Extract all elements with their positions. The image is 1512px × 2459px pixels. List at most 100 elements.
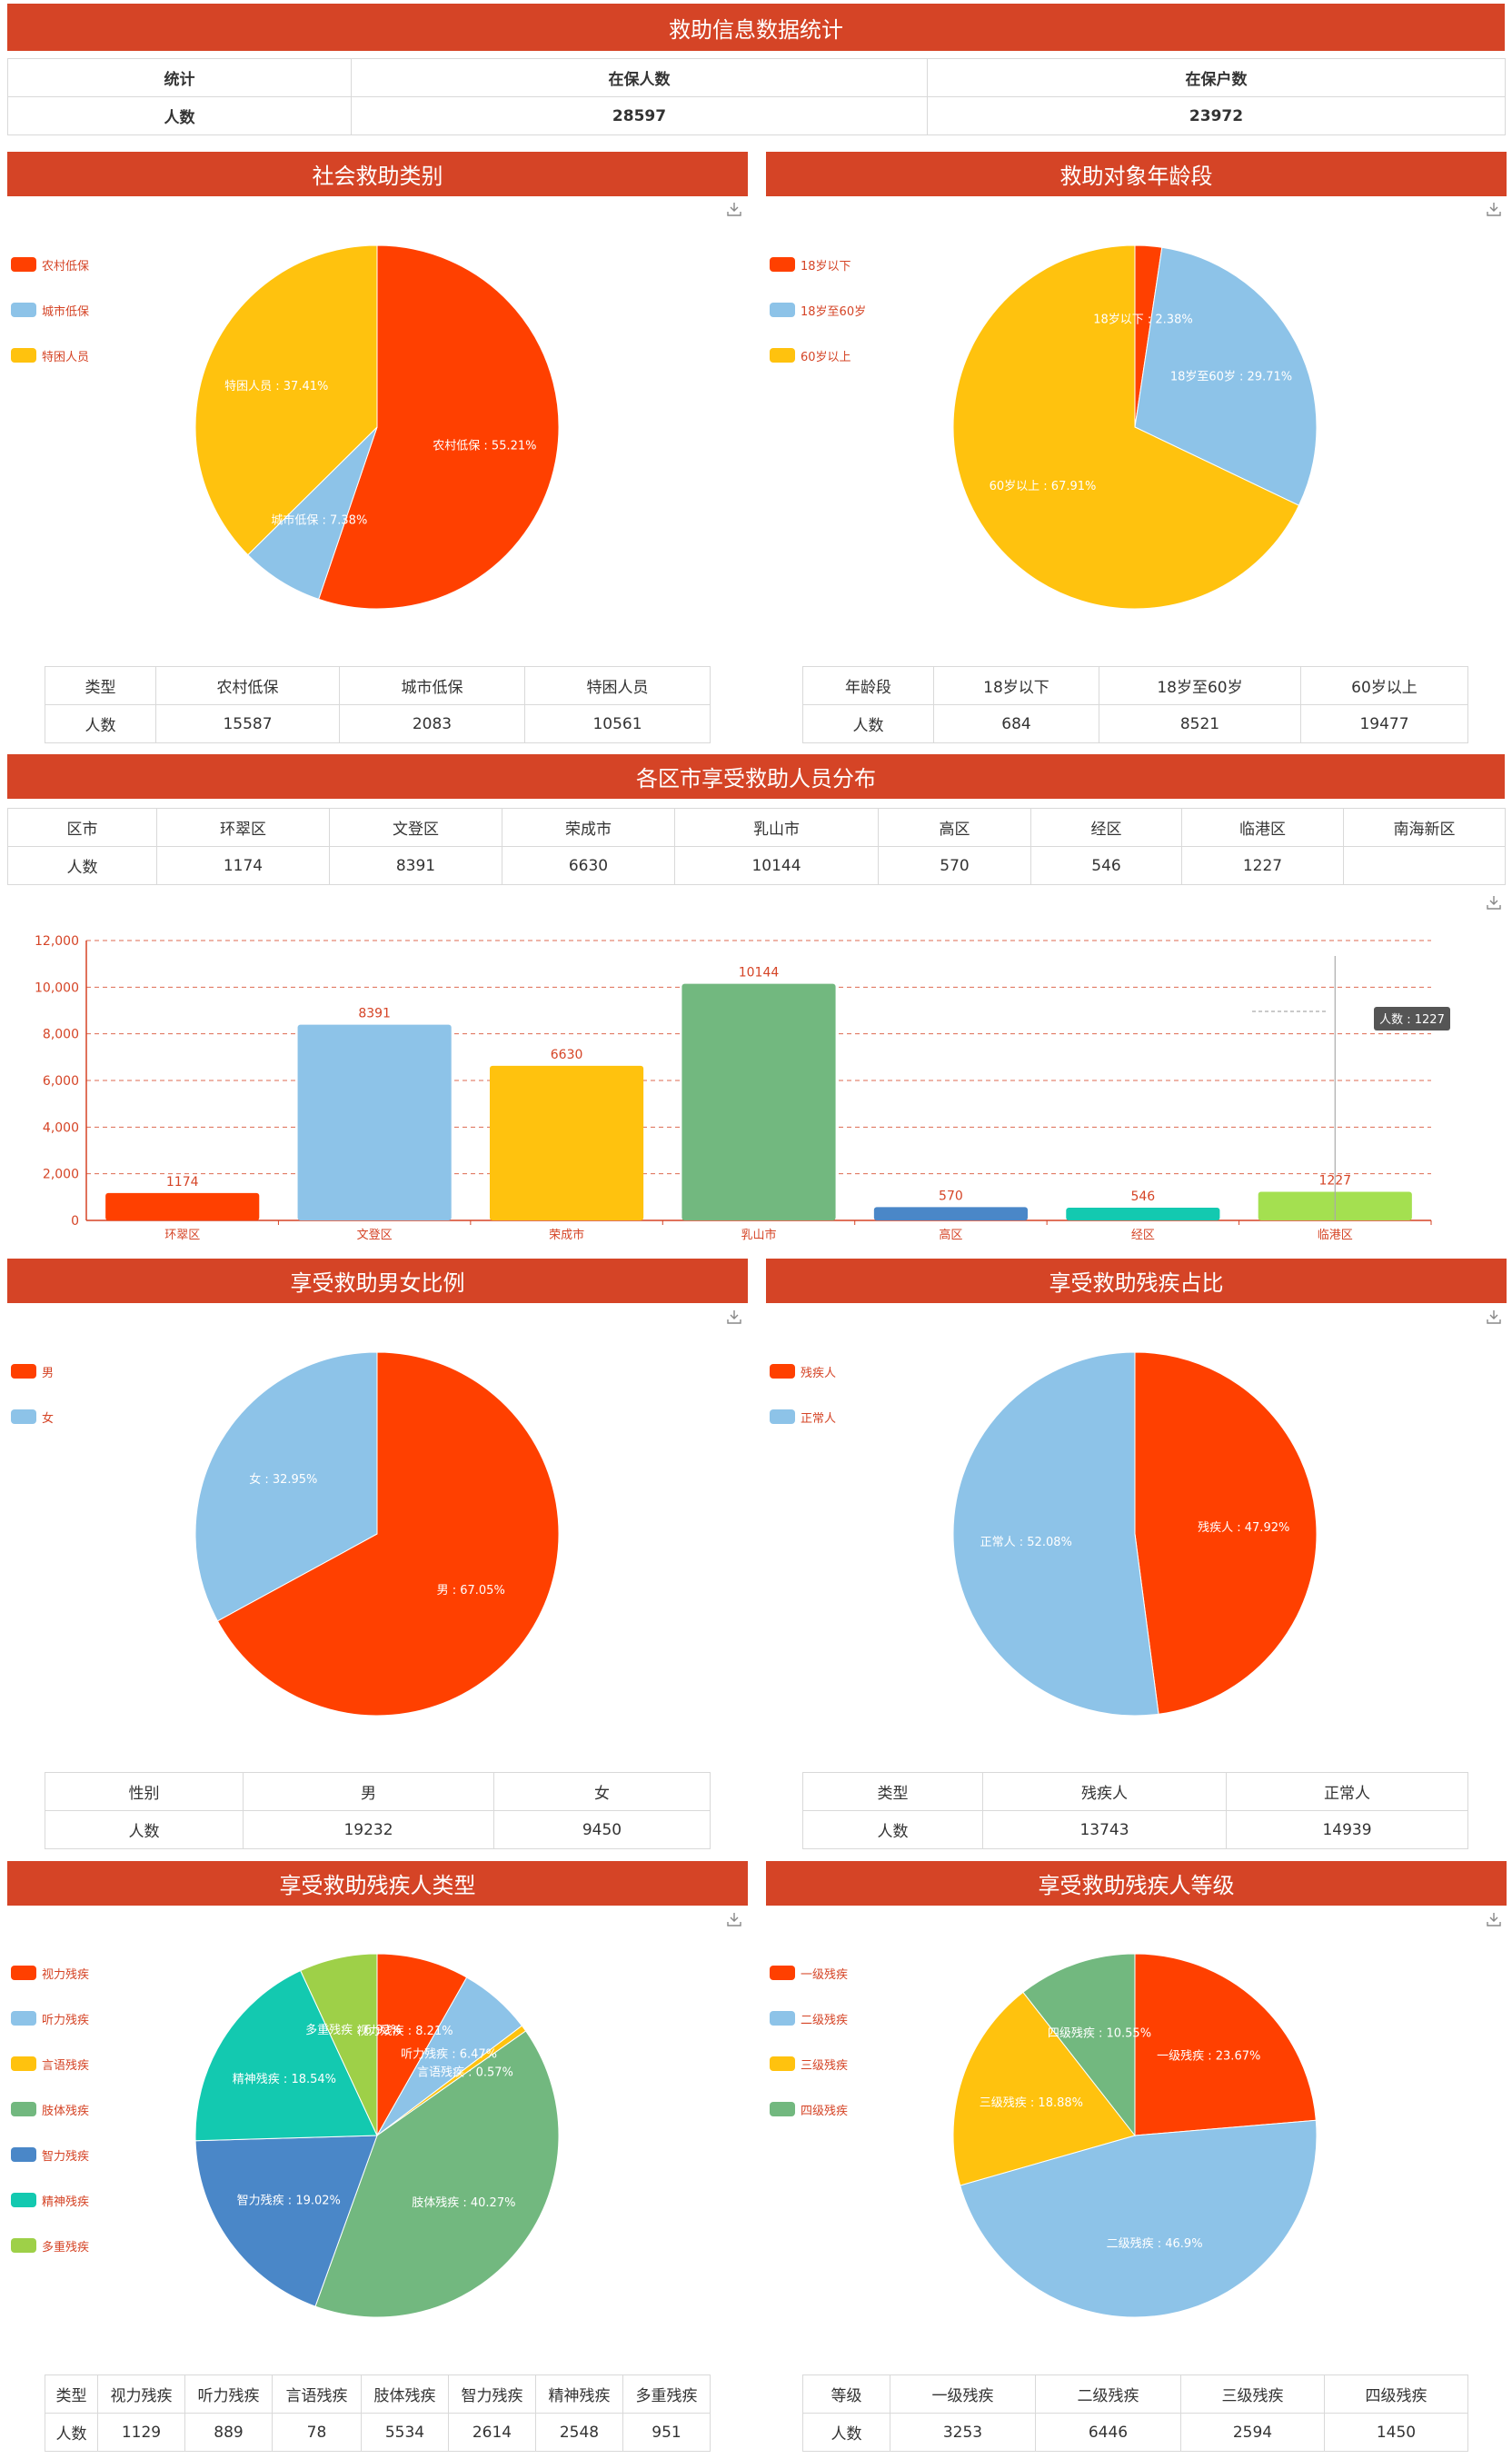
table-cell: 言语残疾 [272,2374,362,2414]
legend-swatch [770,303,795,317]
legend-item[interactable]: 三级残疾 [770,2055,848,2073]
legend-label: 残疾人 [801,1366,837,1380]
legend-item[interactable]: 言语残疾 [11,2055,89,2073]
pie-slice[interactable] [194,2135,378,2307]
slice-label: 二级残疾 : 46.9% [1107,2237,1203,2251]
legend-label: 多重残疾 [42,2240,90,2255]
dtype-title: 享受救助残疾人类型 [279,1873,476,1898]
pie-slice[interactable] [300,1953,378,2136]
pie-slice[interactable] [318,244,560,610]
bar[interactable] [1066,1207,1220,1220]
tooltip-box [1374,1007,1450,1030]
bar[interactable] [297,1024,452,1220]
legend-item[interactable]: 正常人 [770,1408,836,1426]
table-row: 类型 视力残疾 听力残疾 言语残疾 肢体残疾 智力残疾 精神残疾 多重残疾 [45,2374,711,2414]
legend-item[interactable]: 60岁以上 [770,346,866,364]
pie-slice[interactable] [216,1351,560,1717]
legend-item[interactable]: 男 [11,1362,54,1380]
table-cell: 多重残疾 [622,2374,711,2414]
legend-item[interactable]: 听力残疾 [11,2009,89,2027]
pie-slice[interactable] [194,244,378,556]
pie-slice[interactable] [194,1351,378,1622]
table-cell: 荣成市 [502,808,675,847]
disability-legend: 残疾人 正常人 [770,1362,836,1453]
slice-label: 农村低保 : 55.21% [433,440,536,453]
pie-slice[interactable] [376,1953,468,2137]
bar[interactable] [490,1065,644,1220]
bar[interactable] [873,1207,1028,1220]
legend-item[interactable]: 二级残疾 [770,2009,848,2027]
slice-label: 听力残疾 : 6.47% [401,2048,497,2062]
legend-label: 听力残疾 [42,2013,90,2027]
legend-item[interactable]: 多重残疾 [11,2236,89,2255]
legend-item[interactable]: 女 [11,1408,54,1426]
table-cell: 区市 [7,808,157,847]
download-icon[interactable] [1487,1309,1501,1324]
legend-label: 18岁以下 [801,259,851,274]
table-cell: 人数 [45,704,156,743]
legend-item[interactable]: 18岁至60岁 [770,301,866,319]
legend-swatch [11,2147,36,2162]
pie-slice[interactable] [1134,1953,1317,2136]
pie-slice[interactable] [952,1351,1159,1717]
pie-slice[interactable] [314,2030,560,2318]
table-cell: 残疾人 [982,1772,1227,1811]
legend-swatch [770,1364,795,1379]
legend-item[interactable]: 一级残疾 [770,1964,848,1982]
table-cell: 60岁以上 [1300,666,1468,705]
legend-item[interactable]: 残疾人 [770,1362,836,1380]
age-title-bar: 救助对象年龄段 [766,152,1507,196]
pie-slice[interactable] [952,1991,1136,2186]
y-tick-label: 2,000 [43,1168,79,1182]
dlevel-title: 享受救助残疾人等级 [1038,1873,1235,1898]
disability-title: 享受救助残疾占比 [1049,1270,1224,1296]
legend-item[interactable]: 视力残疾 [11,1964,89,1982]
pie-slice[interactable] [194,1969,378,2142]
slice-label: 智力残疾 : 19.02% [237,2194,341,2207]
legend-item[interactable]: 精神残疾 [11,2191,89,2209]
legend-item[interactable]: 肢体残疾 [11,2100,89,2118]
dlevel-table: 等级 一级残疾 二级残疾 三级残疾 四级残疾 人数 3253 6446 2594… [802,2374,1468,2452]
download-icon[interactable] [1487,1912,1501,1926]
legend-item[interactable]: 特困人员 [11,346,89,364]
pie-slice[interactable] [960,2119,1318,2318]
bar[interactable] [105,1192,260,1220]
legend-label: 肢体残疾 [42,2104,90,2118]
download-icon[interactable] [1487,895,1501,910]
legend-swatch [770,1966,795,1980]
table-cell: 人数 [45,2413,98,2452]
table-cell: 环翠区 [156,808,330,847]
table-row: 区市 环翠区 文登区 荣成市 乳山市 高区 经区 临港区 南海新区 [7,808,1506,847]
pie-slice[interactable] [1134,1351,1318,1715]
table-row: 人数 1174 8391 6630 10144 570 546 1227 [7,846,1506,885]
slice-label: 60岁以上 : 67.91% [990,480,1097,493]
legend-swatch [11,2011,36,2026]
disability-pie-chart: 残疾人 : 47.92% 正常人 : 52.08% [952,1351,1318,1717]
legend-item[interactable]: 18岁以下 [770,255,866,274]
legend-item[interactable]: 四级残疾 [770,2100,848,2118]
slice-label: 正常人 : 52.08% [980,1536,1072,1549]
legend-item[interactable]: 农村低保 [11,255,89,274]
slice-label: 城市低保 : 7.38% [271,513,367,528]
table-cell: 人数 [7,846,157,885]
slice-label: 18岁至60岁 : 29.71% [1170,371,1292,384]
table-cell: 统计 [7,58,352,97]
pie-slice[interactable] [1134,246,1318,506]
legend-item[interactable]: 智力残疾 [11,2145,89,2164]
legend-item[interactable]: 城市低保 [11,301,89,319]
table-row: 类型 农村低保 城市低保 特困人员 [45,666,711,705]
download-icon[interactable] [1487,202,1501,216]
legend-swatch [11,348,36,363]
legend-swatch [11,2238,36,2253]
table-cell: 视力残疾 [97,2374,185,2414]
download-icon[interactable] [727,1309,741,1324]
table-cell: 19477 [1300,704,1468,743]
pie-slice[interactable] [1022,1953,1136,2137]
legend-label: 60岁以上 [801,350,851,364]
bar[interactable] [681,983,836,1220]
district-bar-chart: 0 2,000 4,000 6,000 8,000 10,000 12,000 1174 环翠区… [35,934,1450,1242]
download-icon[interactable] [727,1912,741,1926]
pie-slice[interactable] [952,244,1300,610]
slice-label: 肢体残疾 : 40.27% [412,2195,515,2210]
download-icon[interactable] [727,202,741,216]
